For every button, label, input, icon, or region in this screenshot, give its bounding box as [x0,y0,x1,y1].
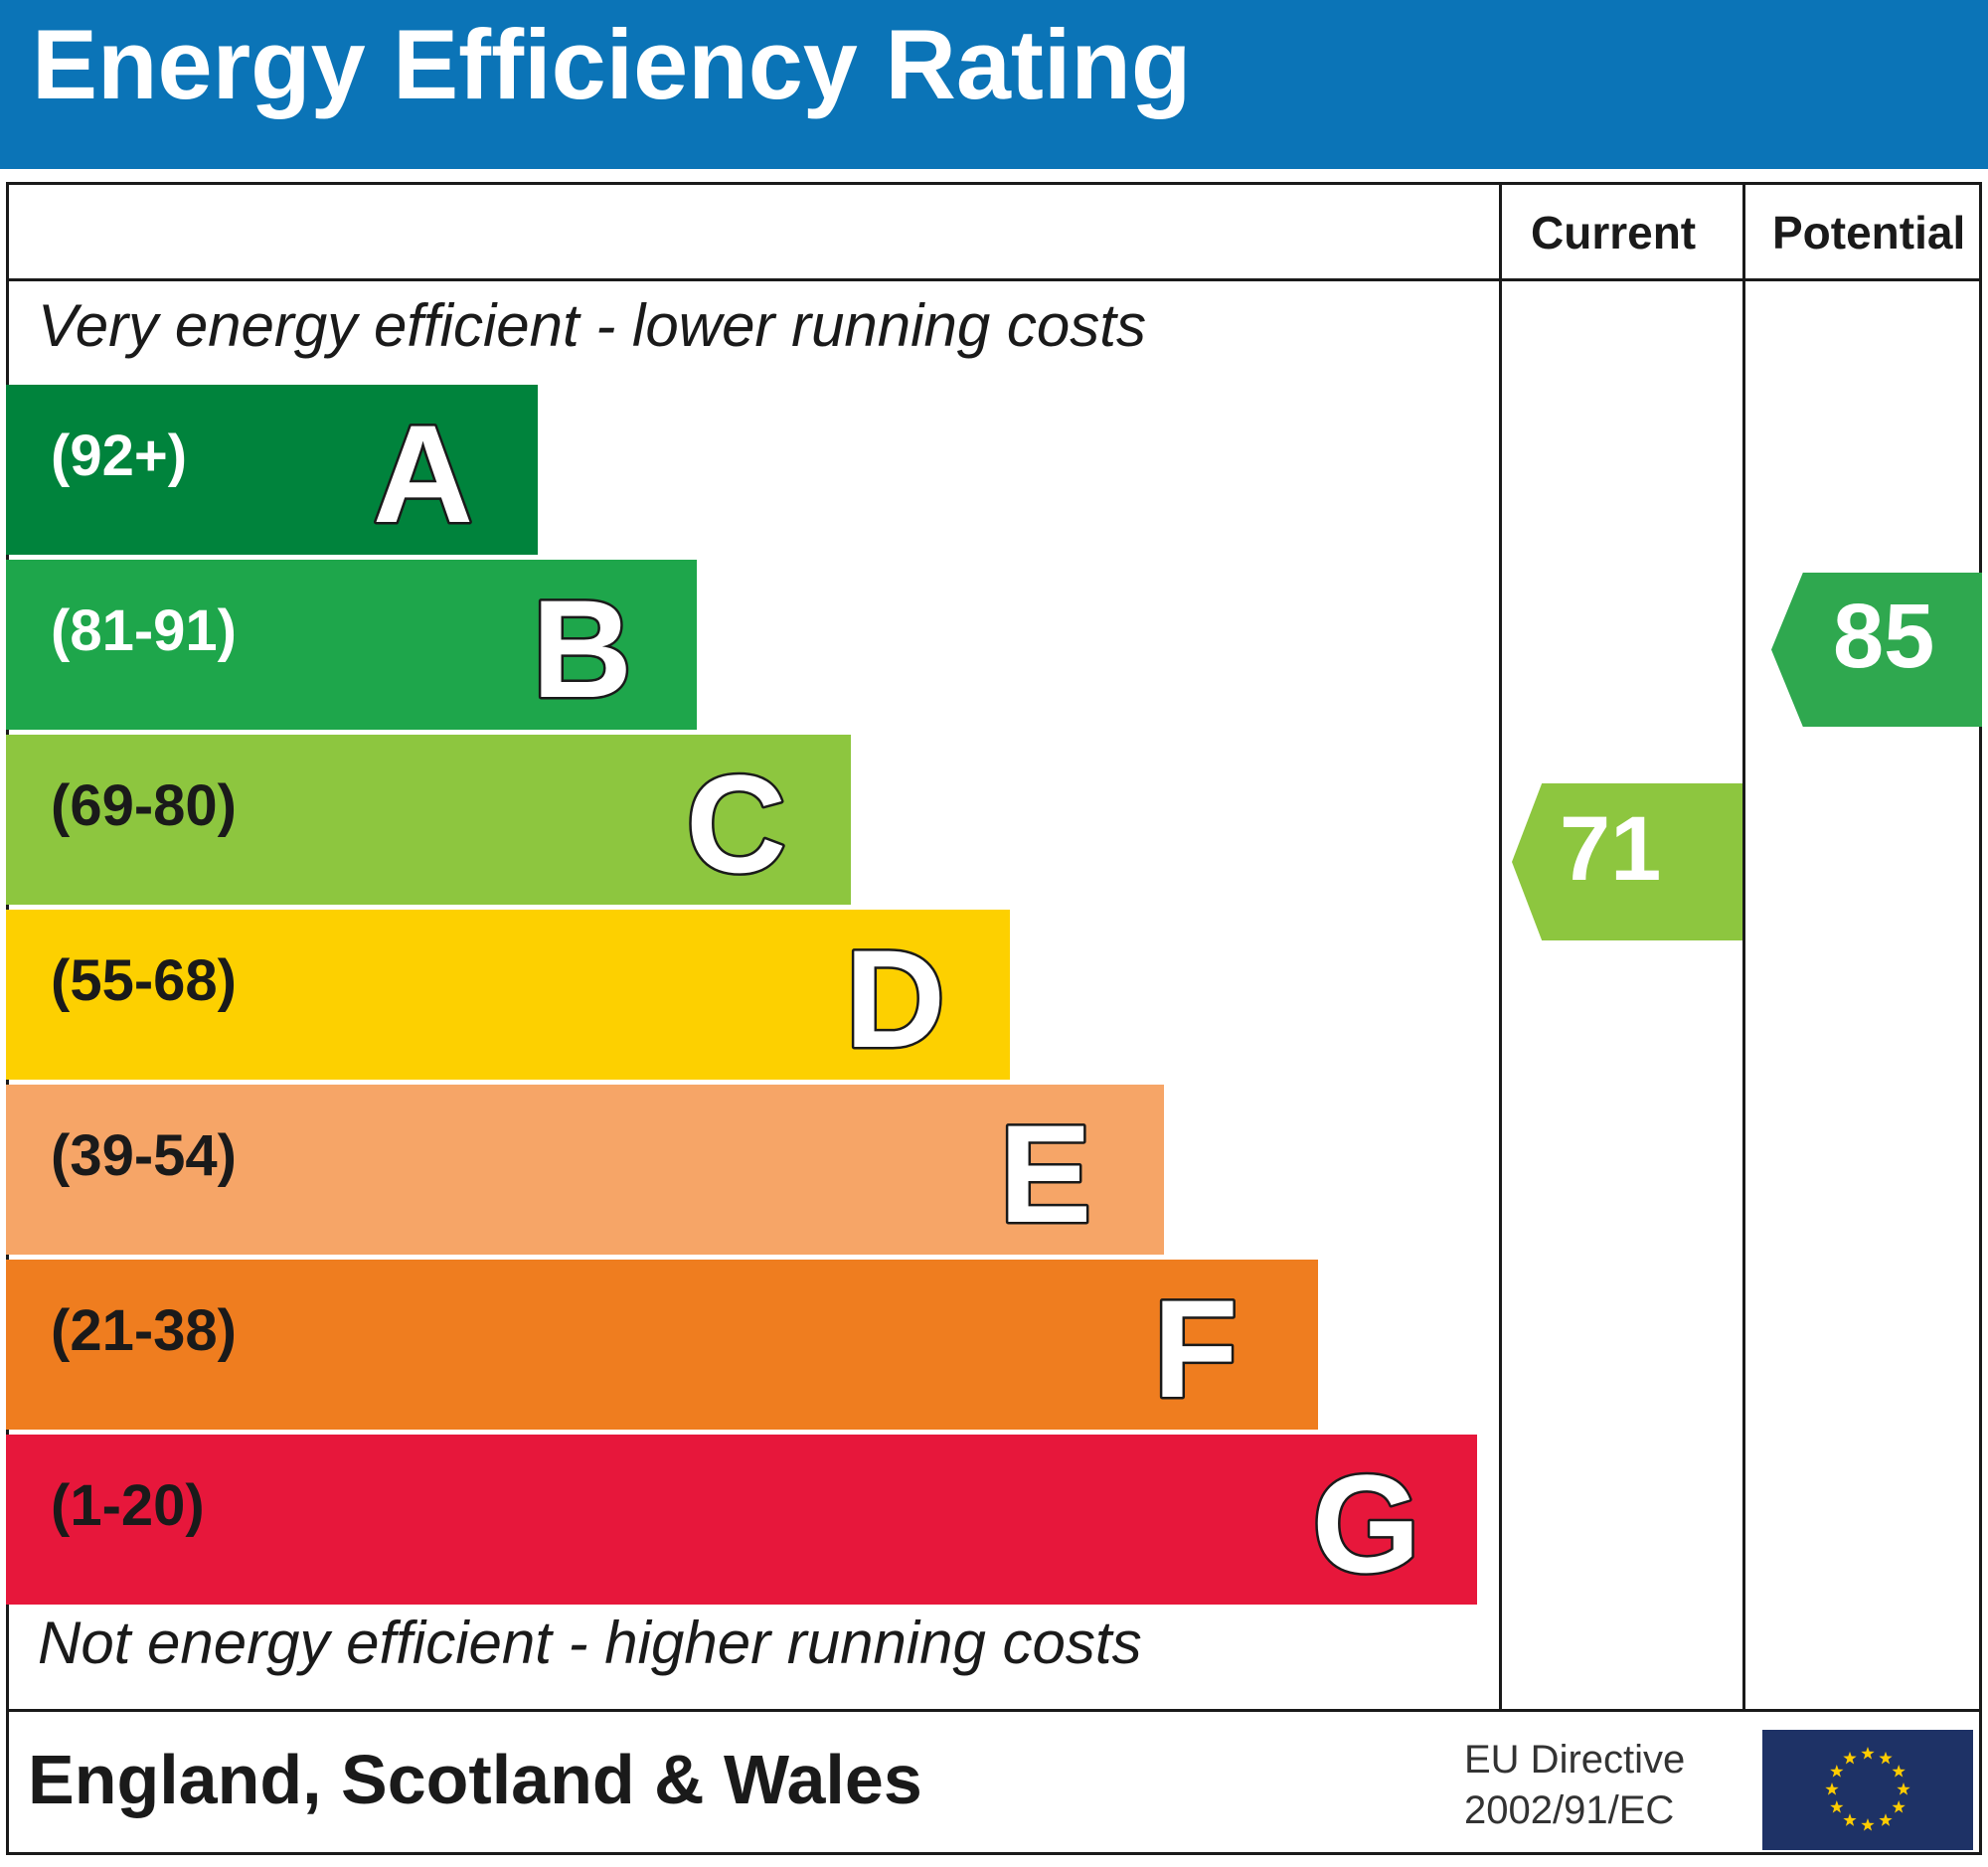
svg-text:F: F [1153,1271,1239,1427]
svg-text:A: A [373,396,473,552]
svg-text:C: C [686,746,786,902]
svg-text:G: G [1312,1445,1420,1602]
svg-text:D: D [845,921,945,1077]
svg-text:B: B [532,571,632,727]
svg-text:E: E [999,1096,1091,1252]
